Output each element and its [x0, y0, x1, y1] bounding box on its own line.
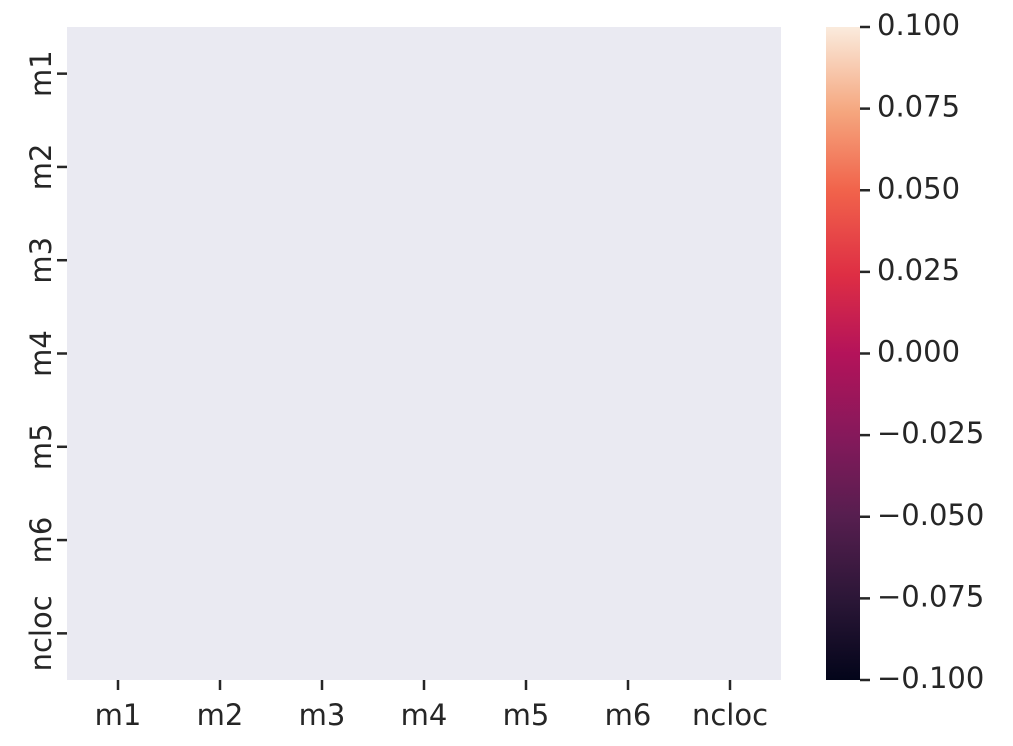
y-tick-label: m4 [24, 330, 58, 377]
colorbar-tick-label: 0.100 [877, 8, 960, 42]
y-tick-label: m3 [24, 237, 58, 284]
y-tick-label: m5 [24, 423, 58, 470]
heatmap-plot-area [67, 27, 781, 680]
colorbar-tick-label: 0.075 [877, 90, 960, 124]
colorbar-tick-label: −0.100 [877, 661, 984, 695]
x-tick-label: m6 [605, 698, 652, 732]
y-tick-label: m6 [24, 517, 58, 564]
x-axis-ticks: m1 m2 m3 m4 m5 m6 ncloc [95, 680, 768, 732]
x-tick-label: m4 [401, 698, 448, 732]
colorbar-tick-label: 0.050 [877, 171, 960, 205]
y-tick-label: m1 [24, 50, 58, 97]
colorbar-ticks: 0.100 0.075 0.050 0.025 0.000 −0.025 −0.050 −0.… [860, 8, 984, 695]
x-tick-label: m2 [197, 698, 244, 732]
x-tick-label: m1 [95, 698, 142, 732]
colorbar-tick-label: 0.025 [877, 253, 960, 287]
colorbar-tick-label: −0.050 [877, 498, 984, 532]
x-tick-label: ncloc [692, 698, 768, 732]
y-axis-ticks: m1 m2 m3 m4 m5 m6 ncloc [24, 50, 67, 671]
x-tick-label: m3 [299, 698, 346, 732]
colorbar [826, 27, 860, 680]
colorbar-tick-label: −0.075 [877, 579, 984, 613]
y-tick-label: ncloc [24, 595, 58, 671]
y-tick-label: m2 [24, 144, 58, 191]
colorbar-tick-label: 0.000 [877, 335, 960, 369]
x-tick-label: m5 [503, 698, 550, 732]
colorbar-tick-label: −0.025 [877, 416, 984, 450]
